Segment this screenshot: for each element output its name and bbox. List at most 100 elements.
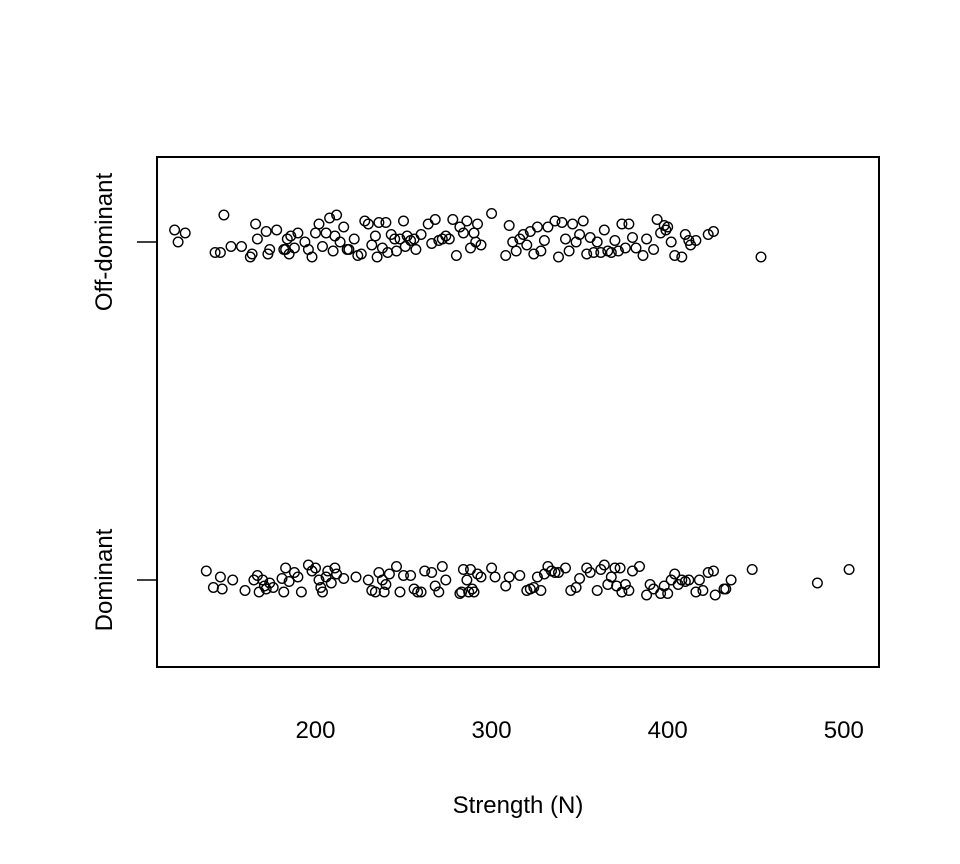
data-point-off-dominant-82 <box>510 245 522 257</box>
data-point-off-dominant-75 <box>470 236 482 248</box>
data-point-dominant-86 <box>591 585 603 597</box>
data-point-off-dominant-74 <box>468 227 480 239</box>
data-point-off-dominant-91 <box>542 221 554 233</box>
data-point-off-dominant-18 <box>281 233 293 245</box>
data-point-off-dominant-105 <box>595 246 607 258</box>
data-point-off-dominant-12 <box>260 225 272 237</box>
data-point-off-dominant-95 <box>560 233 572 245</box>
data-point-dominant-113 <box>697 585 709 597</box>
data-point-dominant-36 <box>369 586 381 598</box>
data-point-off-dominant-61 <box>422 218 434 230</box>
data-point-dominant-106 <box>669 568 681 580</box>
data-point-off-dominant-102 <box>584 231 596 243</box>
data-point-off-dominant-34 <box>334 236 346 248</box>
data-point-off-dominant-125 <box>669 249 681 261</box>
data-point-off-dominant-72 <box>461 215 473 227</box>
data-point-dominant-68 <box>503 571 515 583</box>
data-point-off-dominant-76 <box>472 218 484 230</box>
data-point-off-dominant-27 <box>313 218 325 230</box>
data-point-off-dominant-68 <box>447 213 459 225</box>
data-point-dominant-42 <box>391 561 403 573</box>
y-axis: Dominant Off-dominant <box>91 173 157 631</box>
data-point-off-dominant-90 <box>538 234 550 246</box>
data-point-dominant-41 <box>383 568 395 580</box>
data-point-dominant-73 <box>531 571 543 583</box>
data-point-off-dominant-11 <box>251 233 263 245</box>
data-point-off-dominant-126 <box>676 251 688 263</box>
data-point-dominant-119 <box>725 574 737 586</box>
data-point-off-dominant-104 <box>591 236 603 248</box>
data-point-dominant-43 <box>394 586 406 598</box>
data-point-off-dominant-45 <box>371 251 383 263</box>
data-point-off-dominant-32 <box>329 230 341 242</box>
data-point-dominant-61 <box>466 583 478 595</box>
data-point-dominant-53 <box>436 561 448 573</box>
data-point-dominant-56 <box>456 586 468 598</box>
data-point-off-dominant-78 <box>486 207 498 219</box>
data-point-dominant-4 <box>227 574 239 586</box>
data-point-off-dominant-79 <box>500 249 512 261</box>
data-point-off-dominant-41 <box>359 215 371 227</box>
data-point-off-dominant-89 <box>535 245 547 257</box>
data-point-dominant-62 <box>468 586 480 598</box>
data-point-dominant-16 <box>280 562 292 574</box>
data-point-dominant-15 <box>278 586 290 598</box>
data-point-off-dominant-77 <box>475 239 487 251</box>
data-point-off-dominant-67 <box>443 233 455 245</box>
data-point-dominant-59 <box>463 586 475 598</box>
data-point-dominant-26 <box>317 586 329 598</box>
data-point-off-dominant-52 <box>391 245 403 257</box>
data-point-off-dominant-42 <box>362 218 374 230</box>
data-point-off-dominant-0 <box>169 224 181 236</box>
data-point-off-dominant-60 <box>415 228 427 240</box>
data-point-off-dominant-3 <box>209 246 221 258</box>
data-point-off-dominant-26 <box>310 227 322 239</box>
data-point-off-dominant-14 <box>264 243 276 255</box>
data-point-off-dominant-65 <box>436 233 448 245</box>
data-point-off-dominant-108 <box>605 246 617 258</box>
data-point-dominant-20 <box>295 586 307 598</box>
x-axis-label: Strength (N) <box>453 792 584 819</box>
data-point-off-dominant-123 <box>662 221 674 233</box>
data-point-dominant-54 <box>440 574 452 586</box>
data-point-off-dominant-97 <box>567 218 579 230</box>
data-point-off-dominant-46 <box>373 216 385 228</box>
data-point-dominant-66 <box>489 571 501 583</box>
data-point-off-dominant-101 <box>581 248 593 260</box>
data-point-dominant-45 <box>405 570 417 582</box>
x-tick-label-500: 500 <box>824 717 864 744</box>
data-point-dominant-96 <box>623 585 635 597</box>
data-point-dominant-51 <box>429 580 441 592</box>
data-point-dominant-44 <box>398 570 410 582</box>
data-point-off-dominant-31 <box>327 245 339 257</box>
data-point-dominant-115 <box>708 565 720 577</box>
data-point-off-dominant-20 <box>285 230 297 242</box>
data-point-off-dominant-112 <box>619 242 631 254</box>
data-point-off-dominant-119 <box>651 213 663 225</box>
data-point-dominant-80 <box>560 562 572 574</box>
data-point-off-dominant-99 <box>574 228 586 240</box>
data-point-dominant-21 <box>302 559 314 571</box>
data-point-dominant-93 <box>614 562 626 574</box>
data-point-dominant-112 <box>693 574 705 586</box>
data-point-off-dominant-92 <box>549 215 561 227</box>
data-point-dominant-14 <box>276 573 288 585</box>
data-point-dominant-81 <box>565 585 577 597</box>
data-point-off-dominant-133 <box>755 251 767 263</box>
data-point-off-dominant-10 <box>250 218 262 230</box>
data-point-dominant-97 <box>627 565 639 577</box>
data-point-off-dominant-132 <box>708 225 720 237</box>
data-point-off-dominant-71 <box>457 227 469 239</box>
data-point-dominant-110 <box>683 574 695 586</box>
data-point-off-dominant-28 <box>317 240 329 252</box>
data-point-off-dominant-48 <box>380 216 392 228</box>
x-tick-label-400: 400 <box>648 717 688 744</box>
data-point-off-dominant-100 <box>577 215 589 227</box>
data-point-off-dominant-5 <box>218 209 230 221</box>
data-point-dominant-104 <box>662 588 674 600</box>
data-point-dominant-72 <box>528 582 540 594</box>
data-point-off-dominant-63 <box>429 213 441 225</box>
data-point-dominant-114 <box>702 567 714 579</box>
data-point-dominant-33 <box>350 571 362 583</box>
data-point-off-dominant-62 <box>426 237 438 249</box>
